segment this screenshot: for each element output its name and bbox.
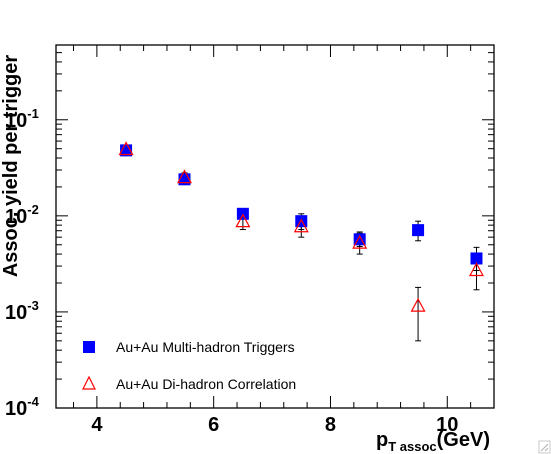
y-axis-label: Assoc. yield per trigger [0, 55, 22, 278]
x-axis-label: pT assoc(GeV) [376, 429, 490, 454]
legend-label-multi-hadron: Au+Au Multi-hadron Triggers [116, 339, 295, 355]
y-tick-label: 10-3 [5, 298, 39, 324]
marker-triangle [468, 262, 484, 277]
legend-marker-di-hadron [82, 375, 96, 390]
y-tick-labels: 10-4 10-3 10-2 10-1 [5, 106, 40, 420]
marker-square [470, 252, 483, 265]
plot-frame [55, 44, 495, 409]
legend: Au+Au Multi-hadron Triggers Au+Au Di-had… [82, 339, 296, 392]
marker-square [412, 224, 425, 237]
marker-triangle [293, 218, 309, 233]
resize-grip-icon[interactable] [538, 440, 551, 454]
marker-triangle [235, 213, 251, 228]
legend-label-di-hadron: Au+Au Di-hadron Correlation [116, 376, 296, 392]
x-tick-label: 4 [91, 414, 103, 436]
x-tick-label: 10 [436, 414, 458, 436]
x-axis-label-main: p [376, 429, 388, 451]
x-tick-label: 8 [325, 414, 336, 436]
marker-square [295, 215, 308, 228]
x-axis-label-sub: T assoc [388, 439, 436, 454]
marker-triangle [176, 169, 192, 184]
y-tick-label: 10-4 [5, 394, 40, 420]
y-tick-label: 10-1 [5, 106, 39, 132]
x-tick-label: 6 [208, 414, 219, 436]
marker-triangle [352, 234, 368, 249]
marker-triangle [118, 141, 134, 156]
x-axis-label-unit: (GeV) [437, 429, 490, 451]
x-tick-labels: 4 6 8 10 [91, 414, 458, 436]
legend-marker-multi-hadron [83, 341, 95, 353]
y-tick-label: 10-2 [5, 202, 39, 228]
marker-triangle [410, 297, 426, 312]
axis-ticks [56, 45, 495, 409]
data-markers [118, 141, 484, 312]
